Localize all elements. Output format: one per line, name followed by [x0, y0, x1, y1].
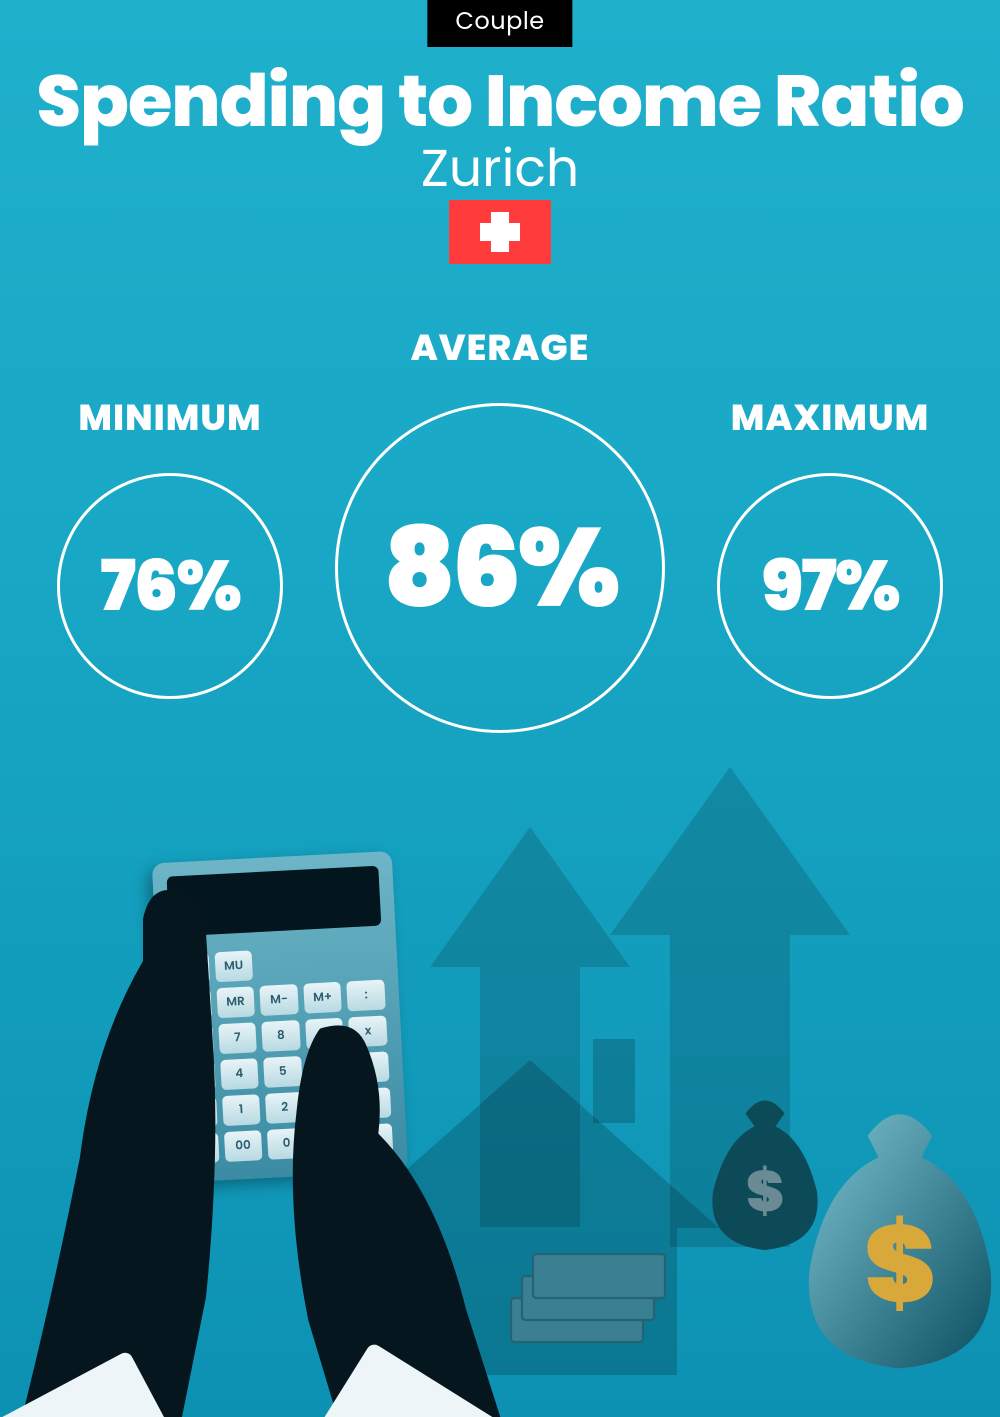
moneybag-icon: $: [790, 1097, 1000, 1377]
svg-text:$: $: [864, 1189, 936, 1340]
calculator-key: :: [347, 979, 386, 1011]
stat-maximum-circle: 97%: [717, 473, 943, 699]
stat-minimum-circle: 76%: [57, 473, 283, 699]
stat-minimum-value: 76%: [100, 533, 240, 639]
stat-maximum: MAXIMUM 97%: [710, 390, 950, 699]
city-label: Zurich: [0, 130, 1000, 208]
stat-maximum-value: 97%: [761, 533, 898, 639]
stat-average-circle: 86%: [335, 403, 665, 733]
svg-text:$: $: [746, 1152, 784, 1232]
calculator-key: M+: [303, 982, 342, 1014]
stat-minimum-label: MINIMUM: [50, 390, 290, 445]
cash-stack-icon: [500, 1217, 720, 1357]
stat-average: AVERAGE 86%: [330, 320, 670, 733]
category-tag: Couple: [427, 0, 572, 47]
swiss-flag-icon: [449, 200, 551, 264]
stat-average-label: AVERAGE: [330, 320, 670, 375]
hand-icon: [0, 877, 300, 1417]
stats-row: MINIMUM 76% AVERAGE 86% MAXIMUM 97%: [0, 320, 1000, 760]
stat-minimum: MINIMUM 76%: [50, 390, 290, 699]
bottom-illustration: $ $ %MUMCMRM-M+:+/-789x▶456-C/A123+0000.…: [0, 767, 1000, 1417]
calculator-hands: %MUMCMRM-M+:+/-789x▶456-C/A123+0000.=: [40, 817, 460, 1417]
stat-average-value: 86%: [383, 485, 616, 651]
stat-maximum-label: MAXIMUM: [710, 390, 950, 445]
